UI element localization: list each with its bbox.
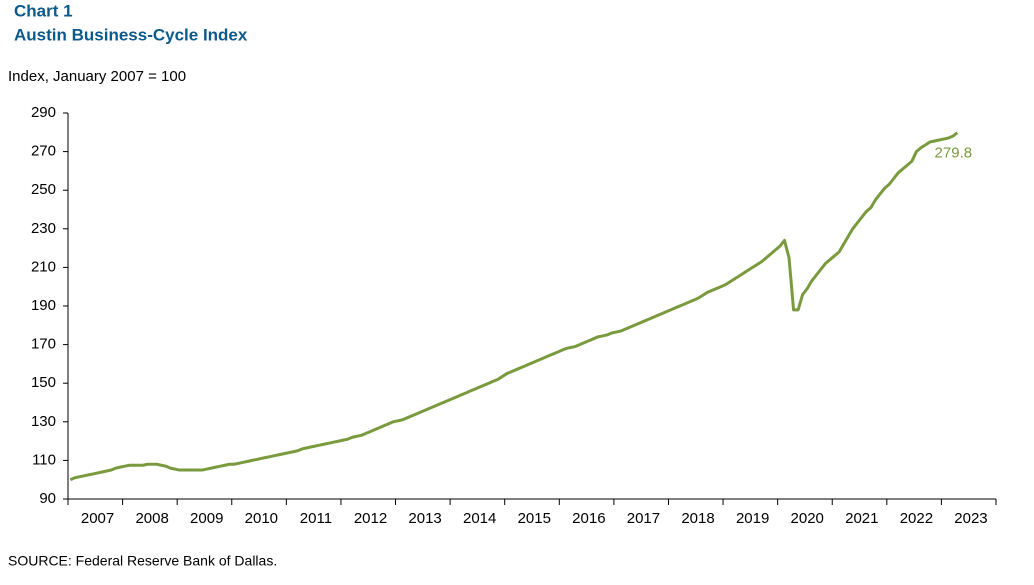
x-tick-label: 2010 <box>245 510 278 527</box>
y-tick-label: 90 <box>39 490 56 507</box>
x-tick-label: 2021 <box>845 510 878 527</box>
y-tick-label: 230 <box>31 220 56 237</box>
x-tick-label: 2007 <box>81 510 114 527</box>
y-tick-label: 130 <box>31 413 56 430</box>
chart-subtitle: Austin Business-Cycle Index <box>14 25 248 44</box>
x-tick-label: 2018 <box>681 510 714 527</box>
x-tick-label: 2011 <box>300 510 332 527</box>
x-tick-label: 2015 <box>518 510 551 527</box>
x-tick-label: 2022 <box>900 510 933 527</box>
y-tick-label: 210 <box>31 258 56 275</box>
y-tick-label: 250 <box>31 181 56 198</box>
y-axis-label: Index, January 2007 = 100 <box>8 68 186 85</box>
y-tick-label: 150 <box>31 374 56 391</box>
source: SOURCE: Federal Reserve Bank of Dallas. <box>8 553 277 569</box>
x-tick-label: 2014 <box>463 510 496 527</box>
x-tick-label: 2012 <box>354 510 387 527</box>
x-tick-label: 2017 <box>627 510 660 527</box>
x-tick-label: 2019 <box>736 510 769 527</box>
data-label: 279.8 <box>935 145 973 162</box>
y-tick-label: 170 <box>31 336 56 353</box>
y-tick-label: 190 <box>31 297 56 314</box>
x-tick-label: 2020 <box>791 510 824 527</box>
y-tick-label: 290 <box>31 104 56 121</box>
x-tick-label: 2013 <box>408 510 441 527</box>
x-tick-label: 2023 <box>954 510 987 527</box>
y-tick-label: 270 <box>31 143 56 160</box>
line <box>69 131 959 482</box>
x-tick-label: 2009 <box>190 510 223 527</box>
chart-title: Chart 1 <box>14 1 73 20</box>
x-tick-label: 2016 <box>572 510 605 527</box>
y-tick-label: 110 <box>32 451 56 468</box>
x-tick-label: 2008 <box>135 510 168 527</box>
